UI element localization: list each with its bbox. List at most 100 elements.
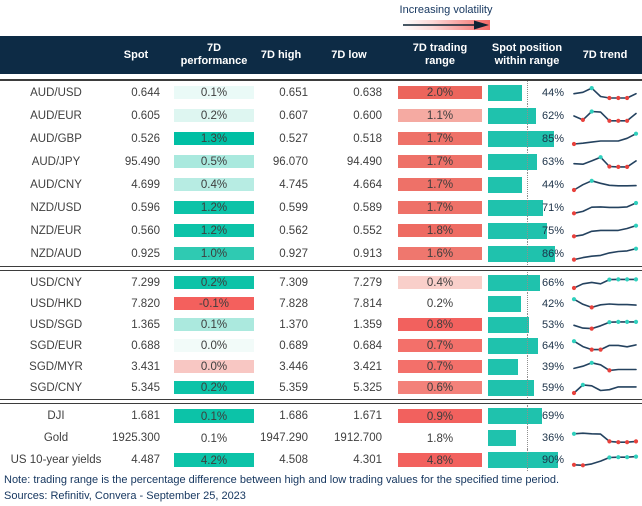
performance-value: 0.5% (200, 156, 228, 169)
spot-value: 0.644 (131, 86, 160, 99)
header-spot: Spot (123, 48, 149, 61)
trading-range-value: 1.8% (426, 225, 454, 238)
low-value: 0.684 (353, 339, 382, 352)
trading-range-value: 0.7% (426, 361, 454, 374)
header-7d-trading-range: 7D trading range (412, 42, 468, 67)
table-row: Gold 1925.300 0.1% 1947.290 1912.700 1.8% 36% (0, 427, 642, 449)
spot-position-cell: 39% (488, 356, 566, 377)
performance-value: 0.4% (200, 179, 228, 192)
performance-value: 1.2% (200, 225, 228, 238)
trading-range-value: 1.7% (426, 179, 454, 192)
section-divider (0, 399, 642, 404)
high-value: 0.689 (279, 339, 308, 352)
table-row: USD/HKD 7.820 -0.1% 7.828 7.814 0.2% 42% (0, 293, 642, 314)
midpoint-dotted-line (527, 150, 528, 173)
spot-position-cell: 90% (488, 449, 566, 471)
row-label: AUD/EUR (30, 109, 82, 122)
spot-position-bar (488, 153, 538, 170)
spot-value: 0.688 (131, 339, 160, 352)
trend-sparkline (570, 378, 640, 398)
spot-position-bar (488, 358, 519, 375)
section-divider (0, 266, 642, 271)
spot-value: 95.490 (124, 155, 160, 168)
performance-value: 0.1% (200, 432, 228, 445)
spot-value: 3.431 (131, 360, 160, 373)
low-value: 94.490 (346, 155, 382, 168)
trend-sparkline (570, 198, 640, 218)
header-blank (0, 36, 112, 74)
performance-cell: 4.2% (174, 453, 254, 467)
trading-range-value: 0.4% (426, 277, 454, 290)
high-value: 1.370 (279, 318, 308, 331)
row-label: NZD/AUD (30, 247, 82, 260)
spot-position-bar (488, 222, 547, 239)
spot-position-bar (488, 408, 542, 424)
sources-line: Sources: Refinitiv, Convera - September … (4, 490, 246, 502)
performance-cell: 0.4% (174, 177, 254, 192)
low-value: 5.325 (353, 381, 382, 394)
trading-range-value: 1.8% (426, 432, 454, 445)
performance-cell: 0.1% (174, 431, 254, 445)
volatility-legend-label: Increasing volatility (399, 4, 493, 16)
row-label: SGD/MYR (29, 360, 83, 373)
spot-position-bar (488, 379, 534, 396)
trading-range-cell: 0.8% (398, 317, 482, 332)
high-value: 0.607 (279, 109, 308, 122)
spot-value: 1.681 (131, 410, 160, 422)
midpoint-dotted-line (527, 314, 528, 335)
trading-range-cell: 0.4% (398, 275, 482, 290)
low-value: 1.671 (353, 410, 382, 422)
high-value: 1.686 (279, 410, 308, 422)
low-value: 0.638 (353, 86, 382, 99)
table-section-1: USD/CNY 7.299 0.2% 7.309 7.279 0.4% 66% USD/HKD… (0, 272, 642, 398)
footnote: Note: trading range is the percentage di… (4, 474, 560, 486)
low-value: 4.301 (353, 454, 382, 466)
trading-range-cell: 4.8% (398, 453, 482, 467)
performance-value: 0.2% (200, 382, 228, 395)
spot-position-cell: 66% (488, 272, 566, 293)
header-spot-position: Spot position within range (491, 42, 563, 67)
trading-range-cell: 2.0% (398, 85, 482, 100)
spot-position-cell: 75% (488, 219, 566, 242)
row-label: SGD/CNY (29, 381, 83, 394)
spot-position-percent: 53% (541, 318, 564, 331)
performance-value: 1.3% (200, 133, 228, 146)
table-row: SGD/MYR 3.431 0.0% 3.446 3.421 0.7% 39% (0, 356, 642, 377)
header-7d-performance: 7D performance (180, 42, 248, 67)
midpoint-dotted-line (527, 335, 528, 356)
table-row: DJI 1.681 0.1% 1.686 1.671 0.9% 69% (0, 405, 642, 427)
header-7d-high: 7D high (260, 48, 302, 61)
row-label: Gold (43, 432, 69, 444)
spot-position-cell: 36% (488, 427, 566, 449)
spot-position-bar (488, 337, 538, 354)
spot-position-bar (488, 295, 521, 312)
performance-cell: 1.0% (174, 246, 254, 261)
performance-cell: 0.1% (174, 317, 254, 332)
high-value: 1947.290 (260, 432, 308, 444)
midpoint-dotted-line (527, 293, 528, 314)
trend-sparkline (570, 357, 640, 377)
spot-position-percent: 36% (541, 432, 564, 444)
fx-table: Spot 7D performance 7D high 7D low 7D tr… (0, 36, 642, 471)
header-7d-low: 7D low (331, 48, 367, 61)
performance-cell: 0.2% (174, 275, 254, 290)
performance-cell: 0.2% (174, 108, 254, 123)
spot-value: 0.526 (131, 132, 160, 145)
midpoint-dotted-line (527, 219, 528, 242)
high-value: 0.562 (279, 224, 308, 237)
trend-sparkline (570, 244, 640, 264)
performance-cell: 0.1% (174, 85, 254, 100)
trading-range-value: 1.6% (426, 248, 454, 261)
midpoint-dotted-line (527, 104, 528, 127)
spot-position-percent: 39% (541, 360, 564, 373)
spot-position-percent: 90% (541, 454, 564, 466)
row-label: NZD/EUR (30, 224, 82, 237)
trading-range-value: 0.8% (426, 319, 454, 332)
performance-value: 4.2% (200, 454, 228, 467)
performance-cell: 1.3% (174, 131, 254, 146)
spot-value: 0.596 (131, 201, 160, 214)
spot-position-cell: 64% (488, 335, 566, 356)
spot-position-percent: 69% (541, 410, 564, 422)
spot-position-cell: 62% (488, 104, 566, 127)
midpoint-dotted-line (527, 377, 528, 398)
